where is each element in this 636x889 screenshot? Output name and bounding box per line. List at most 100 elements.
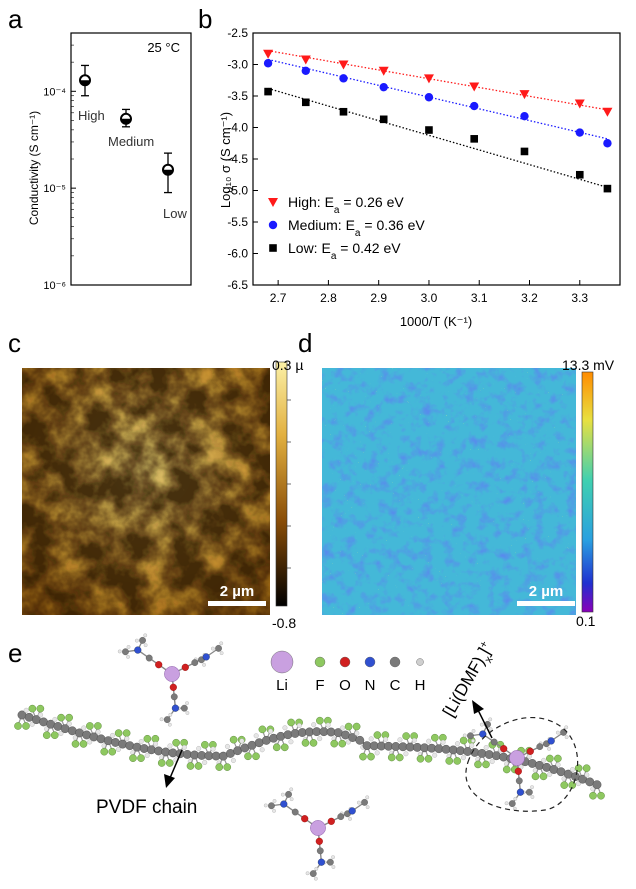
hydrogen-atom [126,645,131,649]
kpfm-colorbar [581,371,594,613]
carbon-atom [355,735,365,745]
fluorine-atom [316,716,324,725]
chart-b-point [574,99,585,109]
legend-atom-label: N [365,677,376,694]
fluorine-atom [272,743,281,752]
carbon-atom [191,659,199,666]
fluorine-atom [42,731,51,739]
legend-atom-icon [339,656,351,668]
nitrogen-atom [348,807,356,815]
hydrogen-atom [117,649,122,654]
hydrogen-atom [168,712,173,717]
fluorine-atom [157,759,166,767]
hydrogen-atom [403,751,409,757]
fluorine-atom [554,754,562,763]
li-dmf-complexes [117,633,569,881]
fluorine-atom [258,725,267,734]
chart-b-legend-label: Low: Ea = 0.42 eV [288,240,401,262]
afm-colorbar [275,361,288,607]
afm-scale-bar-label: 2 µm [220,583,255,600]
chart-b-ytick-label: -6.0 [227,247,248,261]
atom-legend: Li F O N C H [270,650,425,694]
fluorine-atom [453,757,462,765]
chart-a-ytick-label: 10⁻⁴ [43,86,66,98]
hydrogen-atom [504,801,509,806]
legend-atom-icon [416,658,424,666]
fluorine-atom [424,754,433,763]
hydrogen-atom [365,795,370,800]
fluorine-atom [172,738,180,747]
legend-atom-label: O [339,677,351,694]
carbon-atom [316,847,324,855]
lithium-atom [310,820,326,836]
hydrogen-atom [313,876,318,881]
hydrogen-atom [167,743,173,749]
hydrogen-atom [263,803,268,808]
hydrogen-atom [488,717,493,722]
carbon-atom [484,750,494,759]
hydrogen-atom [383,736,389,742]
chart-b-legend-marker [268,198,278,207]
chart-b-ytick-label: -4.5 [227,152,248,166]
hydrogen-atom [454,741,460,747]
carbon-atom [326,858,334,866]
fluorine-atom [122,729,131,737]
carbon-atom [276,731,286,741]
chart-b-ytick-label: -5.5 [227,215,248,229]
fluorine-atom [474,760,482,769]
chart-b-fit-line [267,87,608,188]
chart-b-ytick-label: -3.0 [227,58,248,72]
fluorine-atom [50,731,59,739]
fluorine-atom [86,722,94,730]
panel-a-letter: a [8,4,23,34]
hydrogen-atom [272,799,277,803]
fluorine-atom [186,762,195,770]
chart-b-ylabel: Log₁₀ σ (S cm⁻¹) [218,112,233,208]
hydrogen-atom [365,805,370,810]
legend-atom-label: F [315,677,324,694]
carbon-atom [103,736,113,746]
chart-b-xtick-label: 3.3 [571,291,588,305]
fluorine-atom [244,752,252,761]
fluorine-atom [151,734,160,743]
carbon-atom [515,777,523,785]
fluorine-atom [373,731,382,739]
carbon-atom [125,741,135,751]
hydrogen-atom [440,739,446,745]
fluorine-atom [344,722,353,731]
hydrogen-atom [196,746,202,751]
carbon-atom [291,808,299,816]
fluorine-atom [402,732,410,740]
nitrogen-atom [202,653,210,661]
chart-b-xtick-label: 3.1 [471,291,488,305]
carbon-atom [215,644,222,652]
chart-b-point [575,128,584,137]
hydrogen-atom [311,722,317,728]
hydrogen-atom [584,772,590,778]
hydrogen-atom [29,721,35,727]
complex-label: [Li(DMF)x]+ [439,639,501,723]
hydrogen-atom [210,746,216,752]
hydrogen-atom [185,701,189,706]
hydrogen-atom [305,871,310,876]
fluorine-atom [100,747,109,756]
legend-atom-icon [270,650,294,674]
fluorine-atom [114,729,123,737]
hydrogen-atom [138,739,144,744]
carbon-atom [361,798,368,806]
afm-scale-max: 0.3 µ [272,360,303,373]
fluorine-atom [330,739,339,748]
chart-a-ytick-label: 10⁻⁶ [43,280,66,292]
hydrogen-atom [488,727,493,732]
fluorine-atom [65,713,73,722]
fluorine-atom [359,752,367,761]
fluorine-atom [338,739,347,748]
legend-atom-icon [314,656,326,668]
nitrogen-atom [134,646,142,654]
hydrogen-atom [230,757,236,763]
hydrogen-atom [224,743,230,749]
nitrogen-atom [547,737,555,745]
hydrogen-atom [23,707,29,713]
hydrogen-atom [185,711,190,715]
hydrogen-atom [253,733,259,739]
